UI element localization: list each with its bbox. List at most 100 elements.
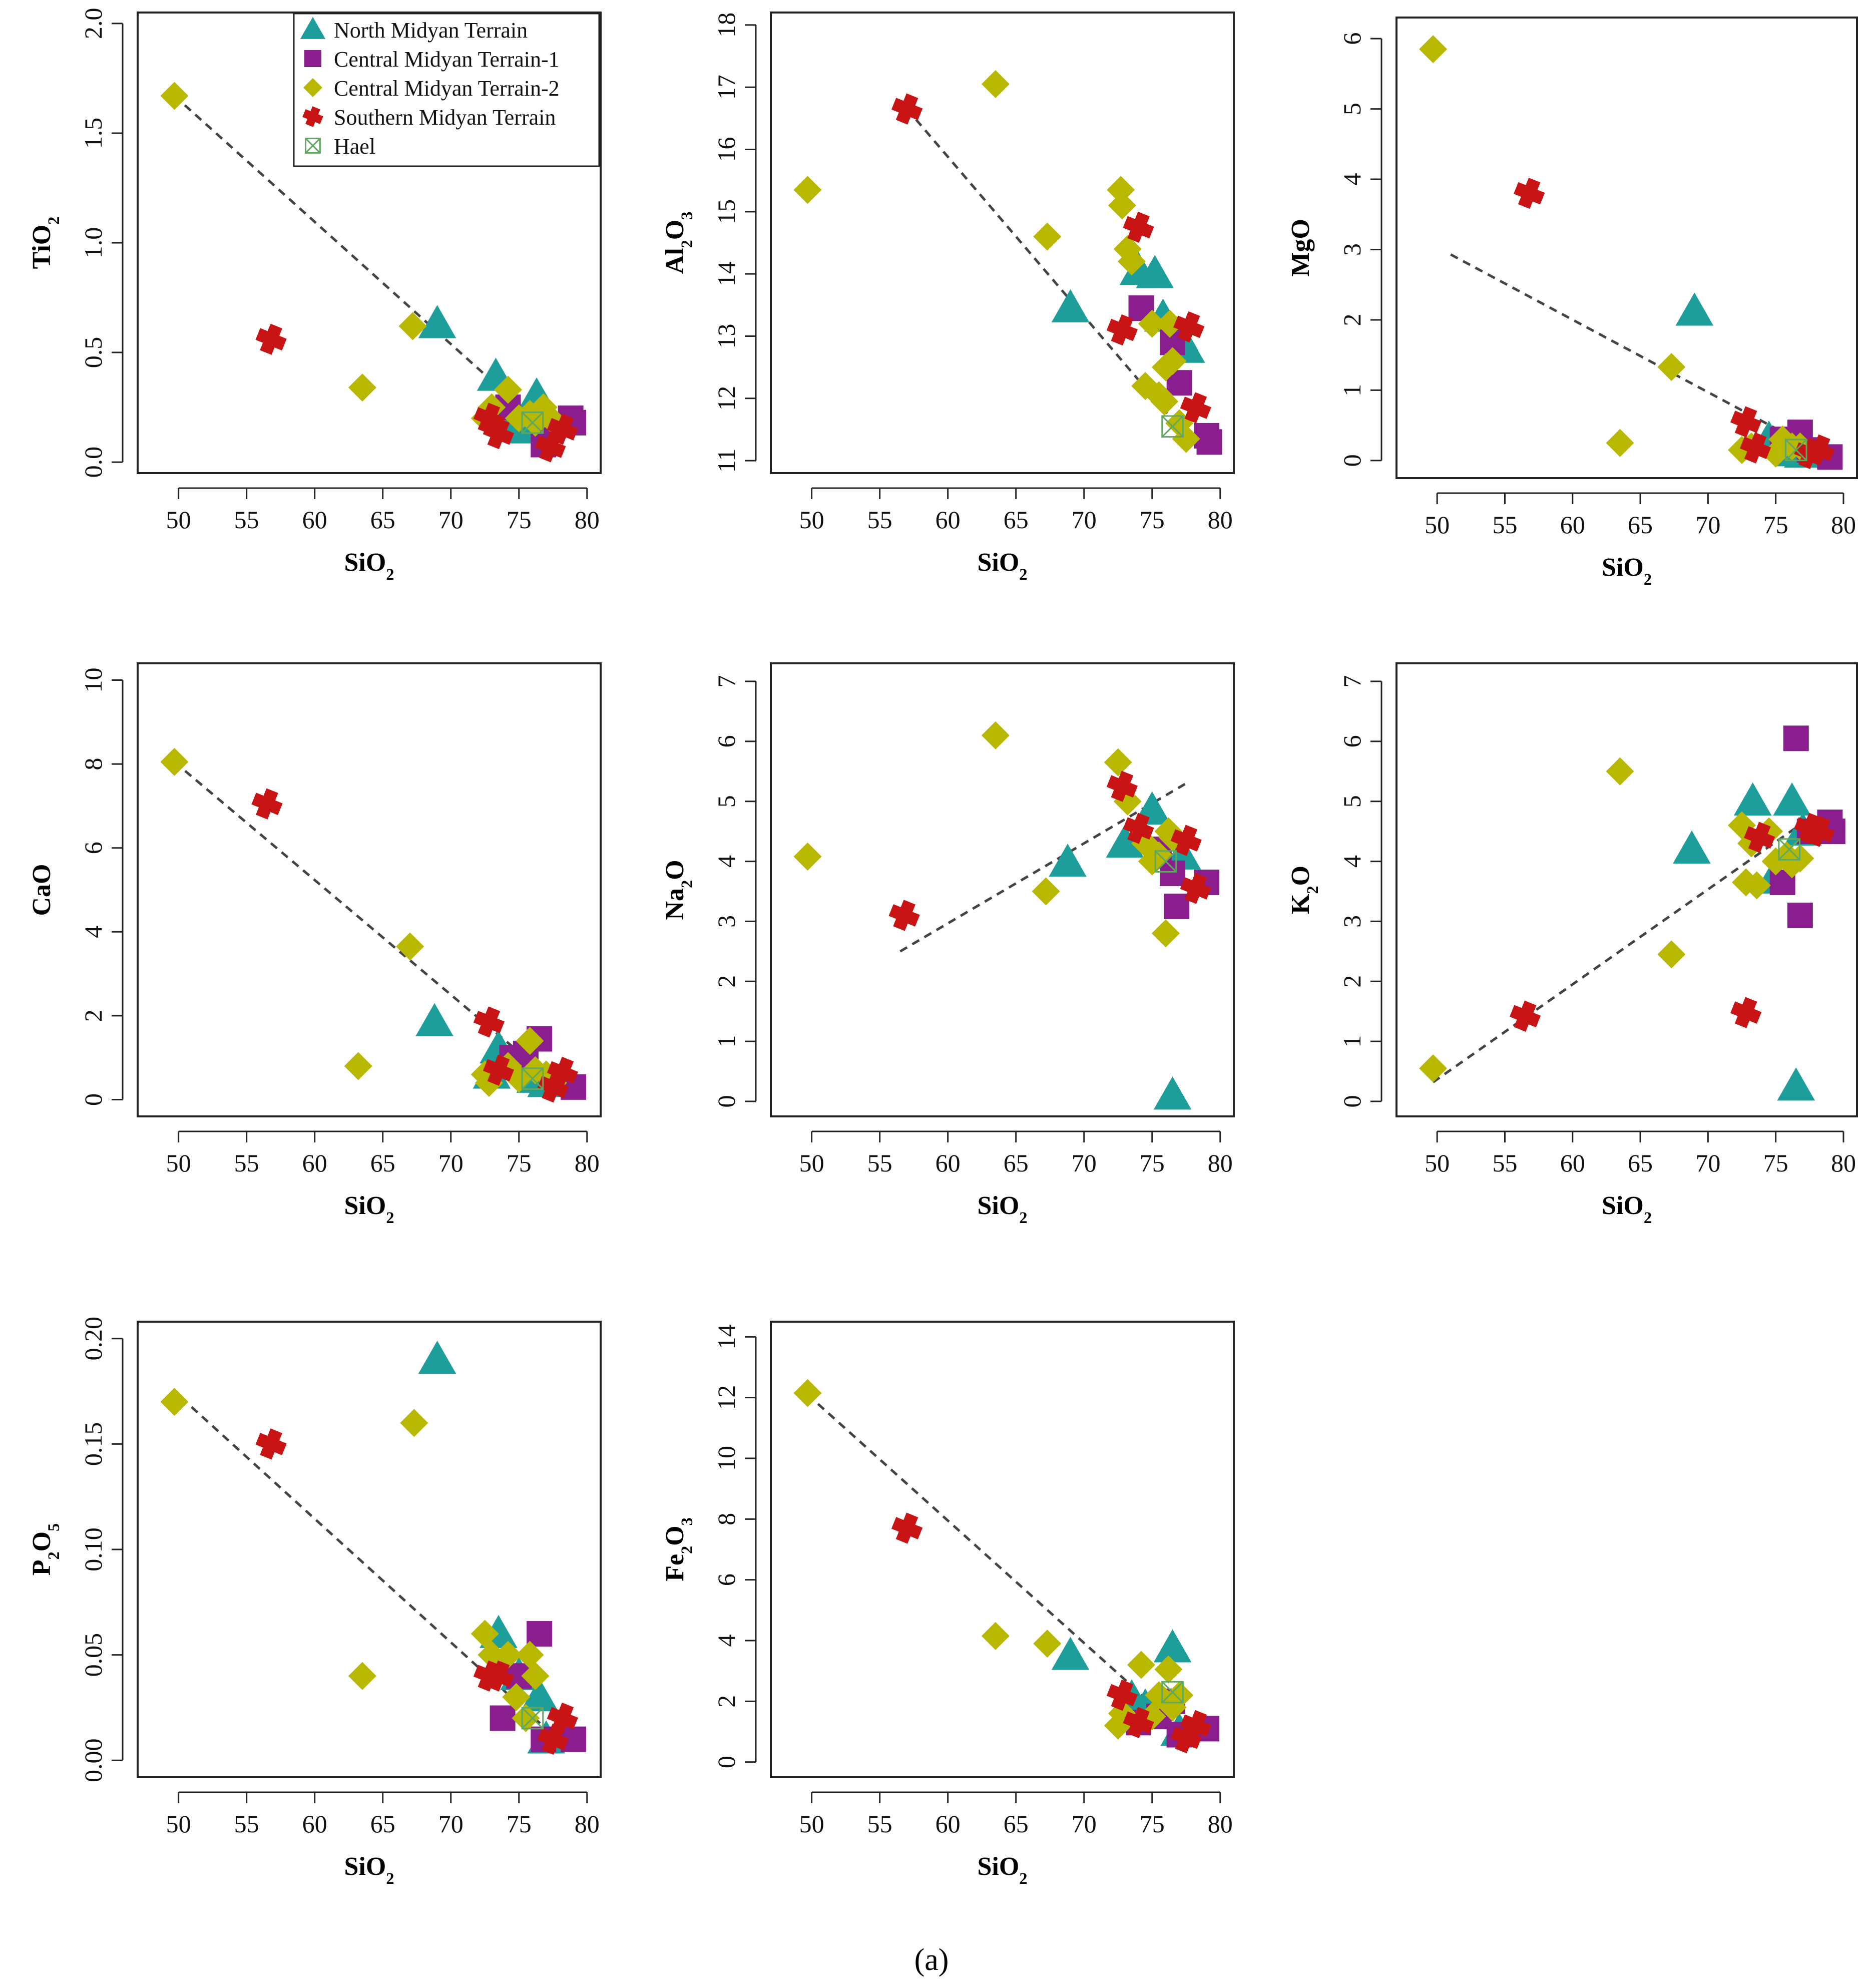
data-point-central2: [348, 1662, 376, 1690]
data-point-central2: [1117, 247, 1146, 276]
legend-marker-north: [300, 17, 326, 39]
x-tick-label: 50: [1425, 511, 1450, 539]
y-tick-label: 0.20: [79, 1317, 107, 1361]
data-point-central2: [1151, 919, 1180, 948]
data-point-central2: [1606, 429, 1634, 457]
y-tick-label: 1: [1338, 1035, 1366, 1048]
data-point-north: [1051, 1637, 1090, 1670]
x-tick-label: 60: [302, 506, 327, 534]
y-tick-label: 1: [712, 1035, 740, 1048]
chart-k2o-vs-sio2: 50 55 60 65 70 75 80 0 1 2 3 4 5 6 7 SiO2 K2O: [1286, 662, 1858, 1227]
x-tick-label: 55: [1492, 1149, 1517, 1177]
x-axis-label: SiO2: [1602, 1191, 1652, 1227]
series-central2: [793, 70, 1200, 453]
data-point-southern: [891, 93, 923, 125]
y-tick-label: 5: [712, 795, 740, 808]
y-tick-label: 14: [712, 261, 740, 286]
x-axis: 50 55 60 65 70 75 80: [1425, 1130, 1856, 1177]
series-southern: [1514, 178, 1835, 469]
data-point-southern: [1170, 825, 1202, 856]
data-point-central2: [981, 1622, 1010, 1650]
x-tick-label: 70: [438, 506, 463, 534]
x-tick-label: 60: [936, 1149, 961, 1177]
series-hael: [1154, 850, 1177, 873]
plot-frame: [770, 1321, 1235, 1778]
data-point-north: [1733, 782, 1772, 816]
x-axis-label: SiO2: [978, 1852, 1028, 1887]
y-tick-label: 6: [712, 735, 740, 747]
plot-frame: [137, 12, 602, 474]
data-point-central2: [521, 1662, 550, 1690]
y-tick-label: 14: [712, 1324, 740, 1349]
y-tick-label: 4: [1338, 173, 1366, 186]
data-point-southern: [1730, 406, 1762, 438]
data-point-central2: [512, 1704, 540, 1733]
y-axis-label: Na2O: [661, 860, 696, 920]
y-tick-label: 0: [712, 1756, 740, 1768]
x-tick-label: 50: [1425, 1149, 1450, 1177]
x-axis-label: SiO2: [344, 1191, 394, 1227]
data-point-hael: [521, 1067, 544, 1090]
x-tick-label: 80: [1208, 1810, 1233, 1838]
series-hael: [1778, 838, 1801, 861]
y-tick-label: 2.0: [79, 8, 107, 40]
data-point-central2: [1138, 309, 1166, 338]
data-point-hael: [1784, 439, 1807, 462]
x-tick-label: 50: [166, 1810, 191, 1838]
figure-caption: (a): [914, 1943, 949, 1977]
series-north: [418, 1341, 565, 1754]
data-point-central2: [471, 1620, 499, 1648]
series-central2: [1419, 35, 1814, 468]
series-southern: [891, 1512, 1211, 1754]
y-tick-label: 3: [1338, 915, 1366, 928]
y-tick-label: 7: [1338, 675, 1366, 687]
data-point-central2: [1778, 850, 1806, 879]
legend-label-north: North Midyan Terrain: [334, 18, 528, 43]
legend-label-hael: Hael: [334, 134, 375, 159]
data-point-southern: [547, 1056, 578, 1088]
y-tick-label: 12: [712, 1385, 740, 1410]
data-point-southern: [1803, 434, 1835, 466]
x-tick-label: 70: [1695, 511, 1720, 539]
data-point-central2: [1172, 425, 1200, 453]
x-tick-label: 55: [234, 506, 259, 534]
y-tick-label: 3: [1338, 243, 1366, 256]
x-tick-label: 60: [302, 1149, 327, 1177]
data-point-central2: [1032, 877, 1060, 906]
legend-label-central1: Central Midyan Terrain-1: [334, 47, 560, 72]
x-axis-label: SiO2: [978, 1191, 1028, 1227]
x-tick-label: 80: [1208, 1149, 1233, 1177]
data-point-central2: [1156, 309, 1184, 338]
data-point-central2: [1419, 1054, 1448, 1083]
data-point-central2: [793, 842, 822, 871]
trend-line: [1432, 817, 1810, 1083]
data-point-southern: [483, 418, 515, 450]
y-tick-label: 4: [712, 855, 740, 868]
x-axis-label: SiO2: [344, 1852, 394, 1887]
x-tick-label: 75: [507, 506, 532, 534]
x-tick-label: 70: [1695, 1149, 1720, 1177]
data-point-central2: [494, 1641, 522, 1669]
data-point-southern: [1730, 997, 1762, 1028]
y-tick-label: 0: [1338, 454, 1366, 467]
x-tick-label: 70: [1072, 506, 1097, 534]
data-point-central2: [160, 1388, 189, 1416]
x-tick-label: 50: [166, 1149, 191, 1177]
data-point-central2: [521, 1056, 550, 1084]
x-tick-label: 65: [370, 1149, 395, 1177]
data-point-southern: [1739, 432, 1771, 464]
x-axis: 50 55 60 65 70 75 80: [799, 1791, 1233, 1838]
data-point-north: [1673, 830, 1711, 864]
x-tick-label: 65: [1004, 506, 1029, 534]
x-tick-label: 75: [507, 1149, 532, 1177]
series-southern: [251, 788, 578, 1103]
data-point-north: [1051, 289, 1090, 322]
data-point-central2: [1113, 235, 1142, 263]
y-tick-label: 0: [79, 1093, 107, 1106]
x-tick-label: 80: [575, 1149, 600, 1177]
data-point-north: [520, 1678, 559, 1712]
x-tick-label: 70: [438, 1149, 463, 1177]
y-tick-label: 6: [79, 842, 107, 854]
data-point-southern: [483, 1660, 515, 1692]
data-point-central2: [1138, 1702, 1166, 1731]
